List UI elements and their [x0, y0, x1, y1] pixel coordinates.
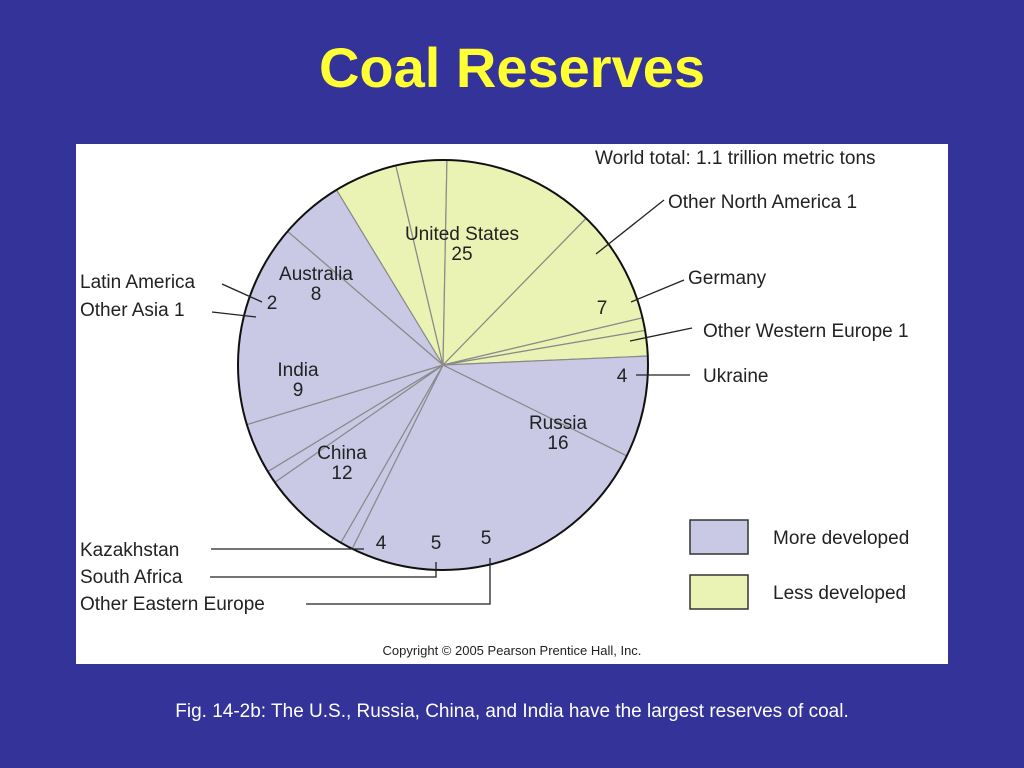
slice-value-germany: 7 [597, 298, 608, 319]
slice-label-germany: Germany [688, 268, 767, 289]
leader-line-other-ee [306, 558, 491, 605]
leader-line-other-asia [211, 311, 257, 318]
slice-value-ukraine: 4 [617, 366, 628, 387]
leader-line-other-na [595, 199, 665, 255]
slice-value-other-ee: 5 [481, 528, 492, 549]
pie-chart: World total: 1.1 trillion metric tons Uni… [80, 148, 909, 658]
slice-value-south-africa: 5 [431, 533, 442, 554]
slice-value-china: 12 [331, 463, 352, 484]
leader-line-south-africa [210, 562, 437, 578]
pie-outline [237, 159, 649, 571]
slice-label-australia: Australia [279, 264, 353, 285]
chart-subtitle: World total: 1.1 trillion metric tons [595, 148, 876, 169]
slice-label-other-we: Other Western Europe 1 [703, 321, 909, 342]
slice-value-us: 25 [451, 244, 472, 265]
slice-label-india: India [277, 360, 319, 381]
leader-line-germany [630, 279, 685, 303]
slice-label-ukraine: Ukraine [703, 366, 768, 387]
slice-value-australia: 8 [311, 284, 322, 305]
slice-value-russia: 16 [547, 433, 568, 454]
legend-swatch-less [689, 574, 749, 610]
slice-value-latin-america: 2 [267, 293, 278, 314]
legend-label-less: Less developed [773, 583, 906, 604]
slice-label-other-na: Other North America 1 [668, 192, 857, 213]
slice-label-other-asia: Other Asia 1 [80, 300, 185, 321]
slice-label-russia: Russia [529, 413, 588, 434]
slice-label-south-africa: South Africa [80, 567, 183, 588]
slice-label-kazakhstan: Kazakhstan [80, 540, 179, 561]
legend-label-more: More developed [773, 528, 909, 549]
slide-title: Coal Reserves [318, 36, 705, 99]
legend-swatch-more [689, 519, 749, 555]
slice-label-other-ee: Other Eastern Europe [80, 594, 265, 615]
slice-label-us: United States [405, 224, 519, 245]
slice-value-kazakhstan: 4 [376, 533, 387, 554]
chart-copyright: Copyright © 2005 Pearson Prentice Hall, … [383, 643, 642, 658]
slice-label-latin-america: Latin America [80, 272, 196, 293]
slice-value-india: 9 [293, 380, 304, 401]
slice-label-china: China [317, 443, 367, 464]
figure-caption: Fig. 14-2b: The U.S., Russia, China, and… [175, 701, 849, 722]
leader-line-other-we [629, 327, 693, 342]
pie-chart-figure: World total: 1.1 trillion metric tons Uni… [76, 144, 948, 664]
leader-line-latin-america [221, 283, 263, 303]
